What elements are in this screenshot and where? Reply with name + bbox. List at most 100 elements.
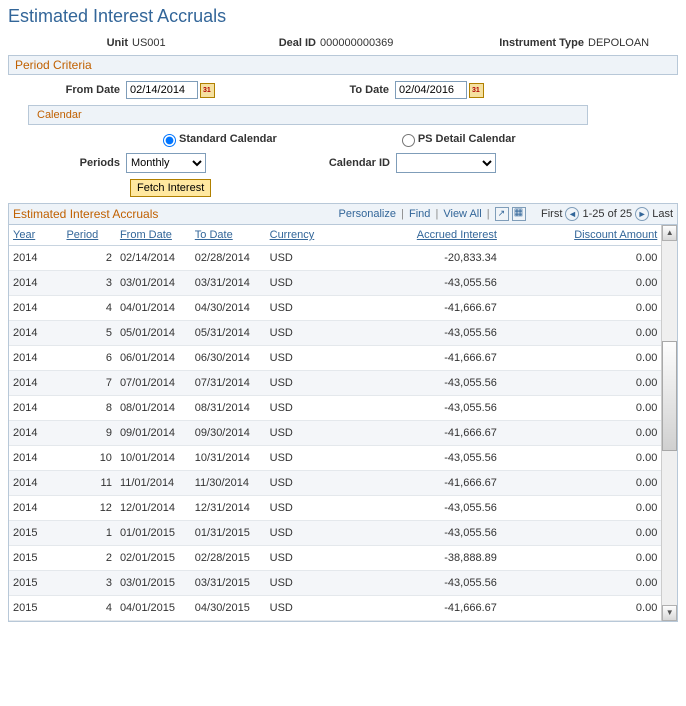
cell-year: 2014	[9, 246, 62, 271]
cell-from: 03/01/2015	[116, 571, 191, 596]
cell-accrued: -41,666.67	[340, 596, 500, 621]
col-accrued[interactable]: Accrued Interest	[340, 225, 500, 246]
cell-discount: 0.00	[501, 596, 661, 621]
find-link[interactable]: Find	[409, 208, 430, 220]
from-date-label: From Date	[8, 84, 126, 96]
cell-period: 3	[62, 271, 115, 296]
standard-calendar-label: Standard Calendar	[179, 133, 277, 145]
cell-year: 2014	[9, 321, 62, 346]
cell-period: 2	[62, 246, 115, 271]
table-row: 20141212/01/201412/31/2014USD-43,055.560…	[9, 496, 661, 521]
cell-to: 11/30/2014	[191, 471, 266, 496]
cell-period: 7	[62, 371, 115, 396]
cell-period: 5	[62, 321, 115, 346]
cell-period: 2	[62, 546, 115, 571]
cell-period: 11	[62, 471, 115, 496]
cell-period: 6	[62, 346, 115, 371]
fetch-interest-button[interactable]: Fetch Interest	[130, 179, 211, 197]
cell-to: 10/31/2014	[191, 446, 266, 471]
scroll-thumb[interactable]	[662, 341, 677, 451]
cell-currency: USD	[266, 321, 341, 346]
cell-accrued: -43,055.56	[340, 271, 500, 296]
first-link[interactable]: First	[541, 208, 562, 220]
ps-detail-calendar-radio[interactable]	[402, 134, 415, 147]
periods-select[interactable]: Monthly	[126, 153, 206, 173]
calendar-id-select[interactable]	[396, 153, 496, 173]
cell-from: 09/01/2014	[116, 421, 191, 446]
cell-to: 09/30/2014	[191, 421, 266, 446]
cell-discount: 0.00	[501, 446, 661, 471]
col-year[interactable]: Year	[9, 225, 62, 246]
cell-discount: 0.00	[501, 296, 661, 321]
page-title: Estimated Interest Accruals	[8, 6, 678, 27]
cell-from: 04/01/2015	[116, 596, 191, 621]
table-row: 2015303/01/201503/31/2015USD-43,055.560.…	[9, 571, 661, 596]
cell-year: 2014	[9, 396, 62, 421]
deal-value: 000000000369	[320, 37, 460, 49]
zoom-icon[interactable]	[495, 207, 509, 221]
cell-currency: USD	[266, 546, 341, 571]
cell-year: 2014	[9, 421, 62, 446]
from-date-input[interactable]	[126, 81, 198, 99]
cell-to: 12/31/2014	[191, 496, 266, 521]
table-row: 2014808/01/201408/31/2014USD-43,055.560.…	[9, 396, 661, 421]
cell-to: 04/30/2014	[191, 296, 266, 321]
calendar-icon[interactable]	[200, 83, 215, 98]
scroll-down-icon[interactable]: ▼	[662, 605, 677, 621]
data-table: Year Period From Date To Date Currency A…	[9, 225, 661, 621]
col-from[interactable]: From Date	[116, 225, 191, 246]
col-discount[interactable]: Discount Amount	[501, 225, 661, 246]
cell-currency: USD	[266, 521, 341, 546]
cell-from: 02/01/2015	[116, 546, 191, 571]
scroll-up-icon[interactable]: ▲	[662, 225, 677, 241]
cell-discount: 0.00	[501, 246, 661, 271]
col-period[interactable]: Period	[62, 225, 115, 246]
cell-accrued: -41,666.67	[340, 346, 500, 371]
cell-discount: 0.00	[501, 371, 661, 396]
cell-discount: 0.00	[501, 321, 661, 346]
cell-from: 12/01/2014	[116, 496, 191, 521]
cell-accrued: -41,666.67	[340, 296, 500, 321]
cell-currency: USD	[266, 421, 341, 446]
to-date-input[interactable]	[395, 81, 467, 99]
cell-year: 2014	[9, 471, 62, 496]
table-row: 2014202/14/201402/28/2014USD-20,833.340.…	[9, 246, 661, 271]
col-currency[interactable]: Currency	[266, 225, 341, 246]
table-row: 20141111/01/201411/30/2014USD-41,666.670…	[9, 471, 661, 496]
accruals-grid: Estimated Interest Accruals Personalize …	[8, 203, 678, 622]
cell-period: 4	[62, 296, 115, 321]
cell-discount: 0.00	[501, 396, 661, 421]
cell-period: 12	[62, 496, 115, 521]
cell-currency: USD	[266, 396, 341, 421]
prev-icon[interactable]: ◄	[565, 207, 579, 221]
col-to[interactable]: To Date	[191, 225, 266, 246]
cell-currency: USD	[266, 571, 341, 596]
cell-discount: 0.00	[501, 571, 661, 596]
view-all-link[interactable]: View All	[443, 208, 481, 220]
table-row: 2014707/01/201407/31/2014USD-43,055.560.…	[9, 371, 661, 396]
cell-year: 2014	[9, 446, 62, 471]
table-row: 2015101/01/201501/31/2015USD-43,055.560.…	[9, 521, 661, 546]
cell-accrued: -43,055.56	[340, 571, 500, 596]
cell-from: 08/01/2014	[116, 396, 191, 421]
cell-discount: 0.00	[501, 471, 661, 496]
cell-period: 1	[62, 521, 115, 546]
next-icon[interactable]: ►	[635, 207, 649, 221]
table-row: 2014505/01/201405/31/2014USD-43,055.560.…	[9, 321, 661, 346]
cell-to: 03/31/2015	[191, 571, 266, 596]
cell-to: 05/31/2014	[191, 321, 266, 346]
cell-year: 2014	[9, 346, 62, 371]
cell-period: 9	[62, 421, 115, 446]
cell-from: 01/01/2015	[116, 521, 191, 546]
download-icon[interactable]	[512, 207, 526, 221]
personalize-link[interactable]: Personalize	[339, 208, 396, 220]
cell-currency: USD	[266, 346, 341, 371]
scrollbar[interactable]: ▲ ▼	[661, 225, 677, 621]
unit-label: Unit	[8, 37, 128, 49]
calendar-icon[interactable]	[469, 83, 484, 98]
cell-to: 02/28/2015	[191, 546, 266, 571]
standard-calendar-radio[interactable]	[163, 134, 176, 147]
last-link[interactable]: Last	[652, 208, 673, 220]
cell-discount: 0.00	[501, 271, 661, 296]
cell-to: 08/31/2014	[191, 396, 266, 421]
